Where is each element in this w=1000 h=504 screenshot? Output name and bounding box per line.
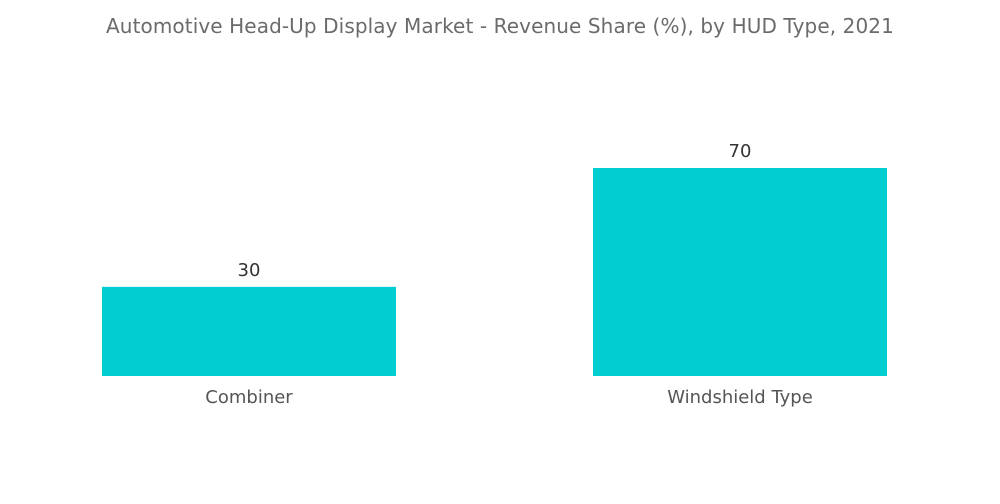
chart-title: Automotive Head-Up Display Market - Reve… <box>106 14 894 38</box>
category-label: Windshield Type <box>667 387 813 408</box>
bar-windshield-type <box>593 168 887 376</box>
bars-layer <box>102 168 887 376</box>
bar-combiner <box>102 286 396 376</box>
labels-layer: 30 Combiner 70 Windshield Type <box>205 141 813 408</box>
data-label: 70 <box>729 141 752 162</box>
data-label: 30 <box>238 260 261 281</box>
category-label: Combiner <box>205 387 293 408</box>
